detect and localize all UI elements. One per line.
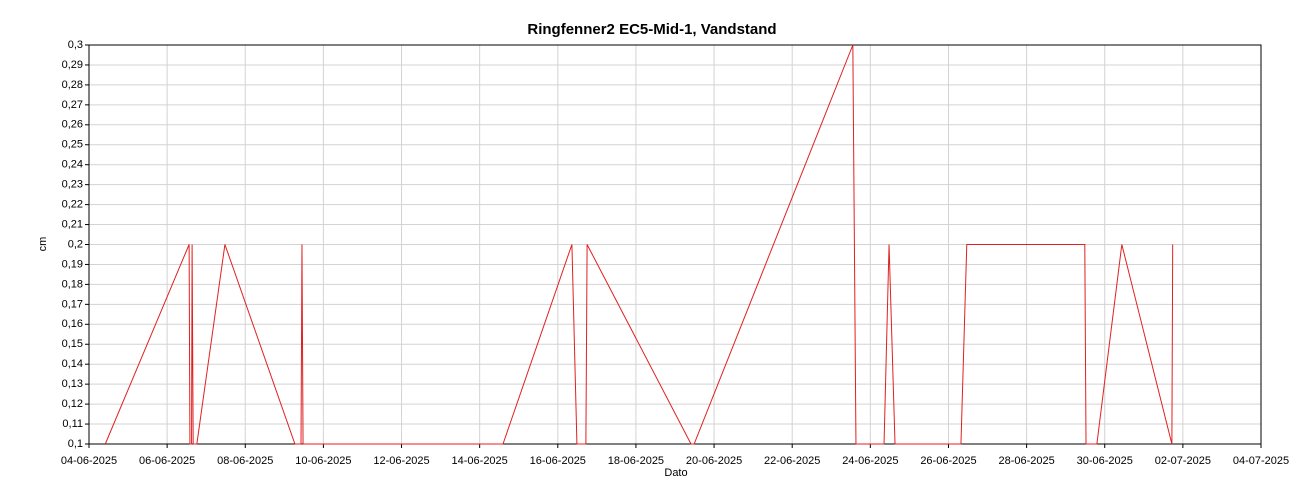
y-tick-label: 0,16 xyxy=(62,318,83,330)
x-tick-label: 16-06-2025 xyxy=(530,455,586,467)
y-tick-label: 0,22 xyxy=(62,199,83,211)
x-tick-label: 04-06-2025 xyxy=(61,455,117,467)
chart-title: Ringfenner2 EC5-Mid-1, Vandstand xyxy=(527,21,776,38)
x-tick-label: 20-06-2025 xyxy=(686,455,742,467)
x-tick-label: 02-07-2025 xyxy=(1155,455,1211,467)
y-tick-label: 0,27 xyxy=(62,99,83,111)
y-tick-label: 0,19 xyxy=(62,258,83,270)
y-tick-label: 0,23 xyxy=(62,179,83,191)
y-tick-label: 0,1 xyxy=(68,438,83,450)
y-tick-label: 0,11 xyxy=(62,418,83,430)
data-line xyxy=(104,44,1174,445)
y-tick-label: 0,15 xyxy=(62,338,83,350)
y-tick-label: 0,25 xyxy=(62,139,83,151)
x-tick-label: 04-07-2025 xyxy=(1233,455,1289,467)
y-tick-label: 0,29 xyxy=(62,59,83,71)
x-tick-label: 22-06-2025 xyxy=(764,455,820,467)
y-tick-label: 0,3 xyxy=(68,39,83,51)
y-axis-title: cm xyxy=(37,237,49,252)
x-axis-title: Dato xyxy=(664,467,687,479)
y-tick-label: 0,26 xyxy=(62,119,83,131)
plot-frame xyxy=(88,44,1262,445)
y-tick-label: 0,24 xyxy=(62,159,83,171)
y-tick-label: 0,13 xyxy=(62,378,83,390)
x-tick-label: 18-06-2025 xyxy=(608,455,664,467)
y-tick-label: 0,17 xyxy=(62,298,83,310)
y-tick-label: 0,12 xyxy=(62,398,83,410)
y-tick-label: 0,18 xyxy=(62,278,83,290)
x-tick-label: 08-06-2025 xyxy=(217,455,273,467)
x-tick-label: 28-06-2025 xyxy=(998,455,1054,467)
y-tick-label: 0,2 xyxy=(68,238,83,250)
y-tick-label: 0,28 xyxy=(62,79,83,91)
y-tick-label: 0,14 xyxy=(62,358,83,370)
x-tick-label: 14-06-2025 xyxy=(452,455,508,467)
x-tick-label: 06-06-2025 xyxy=(139,455,195,467)
x-tick-label: 26-06-2025 xyxy=(920,455,976,467)
x-tick-label: 30-06-2025 xyxy=(1077,455,1133,467)
x-tick-label: 12-06-2025 xyxy=(373,455,429,467)
x-tick-label: 24-06-2025 xyxy=(842,455,898,467)
y-tick-label: 0,21 xyxy=(62,218,83,230)
x-tick-label: 10-06-2025 xyxy=(295,455,351,467)
